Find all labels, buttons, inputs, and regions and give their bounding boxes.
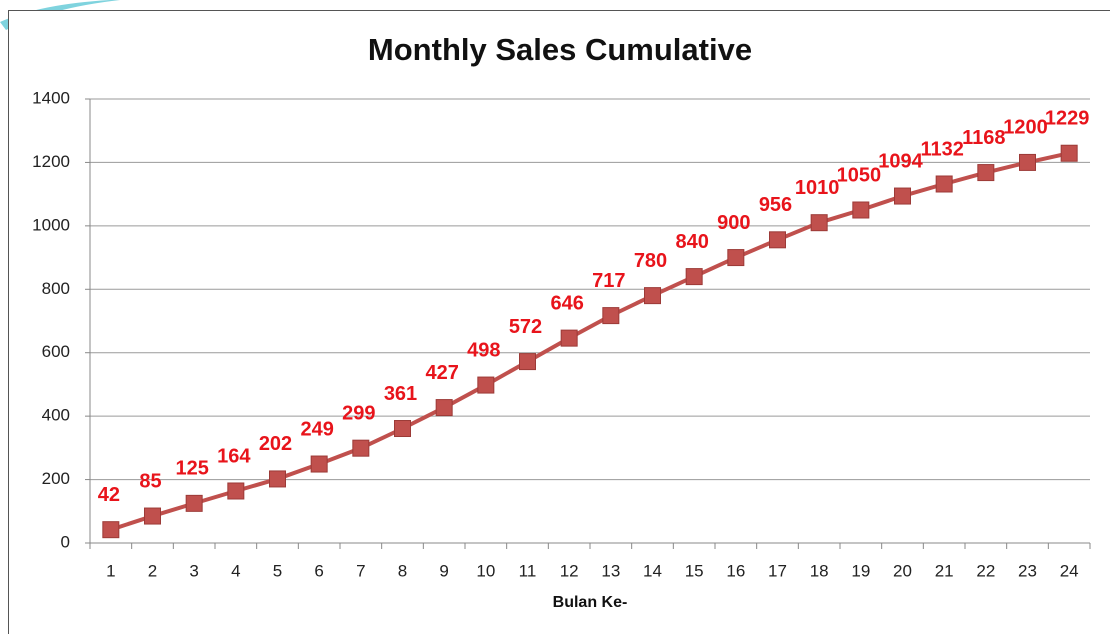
x-tick-label: 3	[189, 561, 198, 580]
marker	[352, 439, 370, 457]
data-label: 572	[509, 316, 542, 338]
marker	[1019, 153, 1036, 171]
data-label: 85	[139, 470, 161, 492]
y-tick-label: 600	[42, 342, 70, 361]
data-label: 1168	[962, 127, 1005, 149]
data-label: 249	[300, 418, 333, 440]
data-label: 1132	[920, 138, 963, 160]
x-tick-label: 16	[726, 561, 745, 580]
data-label: 42	[98, 484, 120, 506]
marker	[685, 268, 703, 286]
x-tick-label: 20	[893, 561, 912, 580]
marker	[310, 455, 328, 473]
x-tick-label: 5	[273, 561, 282, 580]
x-tick-label: 1	[106, 561, 115, 580]
marker	[185, 494, 203, 512]
data-label: 299	[342, 402, 375, 424]
x-tick-label: 7	[356, 561, 365, 580]
data-label: 780	[634, 250, 667, 272]
chart-title: Monthly Sales Cumulative	[368, 32, 752, 67]
chart-frame	[8, 10, 1110, 634]
marker	[102, 521, 120, 539]
marker	[560, 329, 578, 347]
data-label: 164	[217, 445, 251, 467]
marker	[769, 231, 786, 249]
x-tick-label: 21	[935, 561, 954, 580]
x-tick-label: 11	[519, 561, 537, 580]
marker	[477, 376, 495, 394]
marker	[144, 507, 161, 525]
y-tick-label: 200	[42, 469, 70, 488]
x-tick-label: 4	[231, 561, 240, 580]
marker	[519, 353, 536, 371]
x-tick-label: 12	[560, 561, 579, 580]
data-label: 498	[467, 339, 500, 361]
marker	[644, 287, 661, 305]
y-tick-label: 1400	[32, 88, 70, 107]
data-label: 202	[259, 433, 292, 455]
marker	[894, 187, 911, 205]
marker	[269, 470, 286, 488]
data-label: 1200	[1003, 117, 1048, 139]
x-tick-label: 19	[851, 561, 870, 580]
marker	[935, 175, 953, 193]
y-tick-label: 800	[42, 279, 70, 298]
data-label: 1229	[1045, 108, 1090, 130]
x-tick-label: 8	[398, 561, 407, 580]
x-tick-label: 23	[1018, 561, 1037, 580]
marker	[602, 307, 620, 325]
x-tick-label: 24	[1060, 561, 1079, 580]
x-tick-label: 6	[314, 561, 323, 580]
data-label: 1010	[795, 177, 840, 199]
x-tick-label: 17	[768, 561, 787, 580]
x-tick-label: 2	[148, 561, 157, 580]
marker	[810, 214, 828, 232]
marker	[977, 164, 995, 182]
marker	[435, 399, 453, 417]
data-label: 427	[425, 362, 458, 384]
marker	[727, 249, 745, 267]
x-tick-label: 10	[476, 561, 495, 580]
y-tick-label: 1200	[32, 152, 70, 171]
marker	[394, 420, 411, 438]
y-tick-label: 400	[42, 406, 70, 425]
y-tick-label: 1000	[32, 215, 70, 234]
x-tick-label: 15	[685, 561, 704, 580]
data-label: 840	[675, 231, 708, 253]
data-label: 900	[717, 212, 750, 234]
data-label: 1094	[878, 150, 923, 172]
data-label: 717	[592, 270, 625, 292]
x-axis-label: Bulan Ke-	[553, 594, 628, 611]
marker	[1060, 144, 1078, 162]
data-label: 125	[175, 458, 208, 480]
marker	[227, 482, 245, 500]
data-label: 361	[384, 383, 417, 405]
x-tick-label: 9	[439, 561, 448, 580]
x-tick-label: 14	[643, 561, 662, 580]
x-tick-label: 18	[810, 561, 829, 580]
data-label: 956	[759, 194, 792, 216]
y-tick-label: 0	[61, 532, 70, 551]
marker	[852, 201, 870, 219]
x-tick-label: 13	[601, 561, 620, 580]
data-label: 646	[550, 292, 583, 314]
x-tick-label: 22	[976, 561, 995, 580]
data-label: 1050	[837, 164, 882, 186]
